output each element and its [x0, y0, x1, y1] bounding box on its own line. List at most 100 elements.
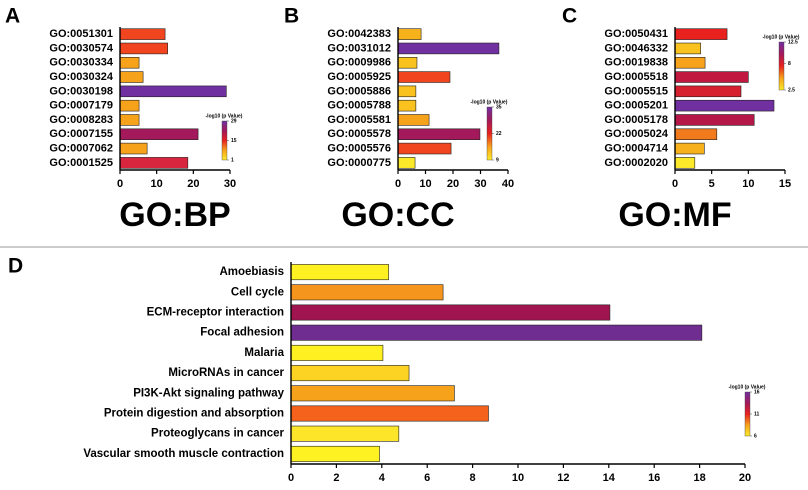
bar — [674, 128, 718, 140]
bar — [290, 425, 400, 442]
colorbar-tick-label: 12.5 — [788, 39, 798, 45]
category-label: MicroRNAs in cancer — [168, 367, 284, 379]
category-label: GO:0005788 — [327, 100, 391, 112]
category-label: GO:0007062 — [49, 142, 113, 154]
x-tick-label: 18 — [693, 472, 705, 484]
bar — [119, 71, 144, 83]
bar — [674, 142, 705, 155]
bar — [290, 324, 703, 341]
x-tick-label: 30 — [224, 178, 236, 190]
x-tick-label: 0 — [288, 472, 294, 484]
category-label: GO:0004714 — [604, 142, 668, 154]
colorbar — [778, 41, 785, 91]
bar — [119, 42, 168, 55]
bar — [397, 128, 481, 140]
bar — [674, 71, 749, 83]
x-tick-label: 15 — [779, 178, 791, 190]
category-label: GO:0005925 — [327, 71, 391, 83]
bar — [397, 57, 418, 69]
panel-title: GO:CC — [341, 196, 454, 234]
category-label: GO:0007179 — [49, 100, 113, 112]
category-label: ECM-receptor interaction — [147, 307, 284, 319]
category-label: GO:0000775 — [327, 157, 391, 169]
bar — [119, 157, 189, 169]
bar — [674, 114, 755, 126]
bar — [290, 385, 455, 402]
category-label: GO:0005024 — [604, 128, 668, 140]
category-label: GO:0030324 — [49, 71, 113, 83]
x-tick-label: 10 — [742, 178, 754, 190]
bar — [290, 365, 410, 382]
colorbar-title: -log10 (p Value) — [763, 34, 800, 40]
x-tick-label: 10 — [512, 472, 524, 484]
colorbar — [221, 120, 228, 161]
bar — [119, 142, 148, 155]
colorbar-tick-label: 6 — [754, 433, 757, 439]
category-label: GO:0019838 — [604, 57, 668, 69]
bar — [290, 304, 611, 321]
x-tick-label: 16 — [648, 472, 660, 484]
colorbar — [486, 106, 493, 161]
category-label: GO:0030334 — [49, 57, 113, 69]
category-label: GO:0050431 — [604, 28, 668, 40]
x-tick-label: 8 — [470, 472, 476, 484]
bar — [290, 264, 389, 281]
category-label: Protein digestion and absorption — [104, 408, 284, 420]
x-tick-label: 40 — [502, 178, 514, 190]
bar — [119, 85, 227, 98]
category-label: GO:0005581 — [327, 114, 391, 126]
x-tick-label: 10 — [419, 178, 431, 190]
category-label: GO:0005201 — [604, 100, 668, 112]
category-label: GO:0030198 — [49, 85, 113, 97]
category-label: Vascular smooth muscle contraction — [83, 448, 284, 460]
category-label: GO:0005518 — [604, 71, 668, 83]
colorbar-title: -log10 (p Value) — [729, 384, 766, 390]
x-tick-label: 30 — [474, 178, 486, 190]
panel-title: GO:MF — [618, 196, 731, 234]
bar — [119, 57, 140, 69]
category-label: GO:0008283 — [49, 114, 113, 126]
category-label: GO:0005178 — [604, 114, 668, 126]
bar — [119, 114, 140, 126]
bar — [397, 28, 422, 40]
x-tick-label: 0 — [672, 178, 678, 190]
colorbar-tick-label: 2.5 — [788, 87, 795, 93]
panel-label: C — [562, 5, 577, 28]
x-tick-label: 12 — [557, 472, 569, 484]
bar — [290, 405, 489, 422]
colorbar — [744, 391, 751, 437]
colorbar-title: -log10 (p Value) — [206, 113, 243, 119]
colorbar-tick-label: 8 — [788, 61, 791, 67]
x-tick-label: 20 — [187, 178, 199, 190]
x-tick-label: 2 — [333, 472, 339, 484]
colorbar-tick-label: 16 — [754, 389, 760, 395]
bar — [674, 99, 775, 112]
bar — [674, 57, 706, 69]
bar — [397, 157, 416, 169]
bar — [397, 71, 451, 83]
category-label: GO:0007155 — [49, 128, 113, 140]
x-tick-label: 10 — [151, 178, 163, 190]
bar — [674, 28, 728, 40]
bar — [290, 284, 444, 301]
category-label: GO:0005886 — [327, 85, 391, 97]
bar — [119, 128, 199, 140]
colorbar-tick-label: 29 — [231, 118, 237, 124]
panel-label: D — [8, 255, 23, 278]
x-tick-label: 0 — [395, 178, 401, 190]
bar — [674, 85, 742, 98]
panel-title: GO:BP — [119, 196, 230, 234]
colorbar-tick-label: 1 — [231, 157, 234, 163]
x-tick-label: 6 — [424, 472, 430, 484]
category-label: GO:0051301 — [49, 28, 113, 40]
panel-label: A — [5, 5, 20, 28]
bar — [119, 99, 140, 112]
category-label: GO:0031012 — [327, 42, 391, 54]
category-label: Proteoglycans in cancer — [151, 428, 284, 440]
category-label: Malaria — [244, 347, 284, 359]
colorbar-tick-label: 35 — [496, 104, 502, 110]
x-tick-label: 0 — [117, 178, 123, 190]
panel-label: B — [284, 5, 299, 28]
category-label: GO:0005578 — [327, 128, 391, 140]
category-label: GO:0005576 — [327, 142, 391, 154]
